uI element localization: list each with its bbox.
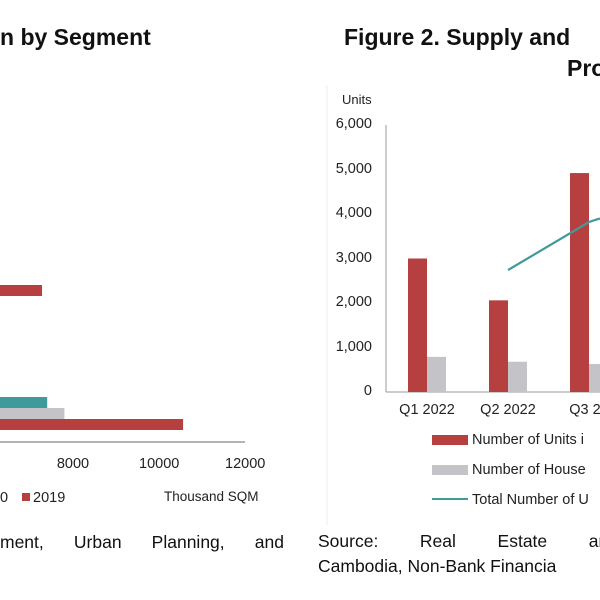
x-tick-label: 12000 <box>225 456 266 472</box>
bar <box>0 285 43 296</box>
bar-houses <box>508 361 527 392</box>
bar-units <box>408 258 427 392</box>
right-legend-units: Number of Units i <box>432 432 584 448</box>
caption-word: Planning, <box>151 532 225 552</box>
y-tick-label: 3,000 <box>335 249 372 266</box>
right-y-axis-label: Units <box>342 92 372 107</box>
source-word: Estate <box>497 531 548 551</box>
bar-houses <box>427 356 446 392</box>
left-legend-item-2019: 2019 <box>22 490 65 506</box>
y-tick-label: 6,000 <box>335 116 372 132</box>
line-total-units <box>507 217 600 272</box>
y-tick-label: 1,000 <box>335 338 372 355</box>
x-category-label: Q1 2022 <box>399 402 455 418</box>
bar <box>0 397 48 408</box>
source-word: Source: <box>318 531 379 551</box>
legend-swatch-2019 <box>22 493 30 501</box>
y-tick-label: 2,000 <box>335 294 372 310</box>
source-word: Real <box>419 531 456 551</box>
x-tick-label: 10000 <box>139 456 180 472</box>
bar-units <box>570 173 589 392</box>
left-figure-title: n by Segment <box>0 24 151 50</box>
legend-swatch-houses <box>432 465 468 475</box>
right-combo-chart <box>385 125 600 393</box>
x-category-label: Q3 20 <box>569 402 600 418</box>
right-figure-title-line2: Pro <box>567 55 600 81</box>
right-source-line1: Source: Real Estate and <box>318 531 600 552</box>
legend-swatch-total <box>432 498 468 500</box>
left-legend-item-0: 0 <box>0 490 9 506</box>
left-bar-chart <box>0 285 245 443</box>
caption-word: Urban <box>73 532 122 552</box>
right-legend-total: Total Number of U <box>432 492 589 508</box>
bar <box>0 408 65 419</box>
right-figure-title-line1: Figure 2. Supply and <box>344 24 571 50</box>
x-tick-label: 8000 <box>56 456 90 472</box>
right-source-line2: Cambodia, Non-Bank Financia <box>318 556 557 576</box>
bar <box>0 419 184 430</box>
legend-swatch-units <box>432 435 468 445</box>
caption-word: and <box>254 532 284 552</box>
y-tick-label: 0 <box>363 383 372 399</box>
left-caption: ment, Urban Planning, and <box>0 532 284 553</box>
y-tick-label: 5,000 <box>335 160 372 177</box>
bar-units <box>489 300 508 392</box>
right-legend-houses: Number of House <box>432 462 586 478</box>
caption-word: ment, <box>0 532 44 552</box>
y-tick-label: 4,000 <box>335 205 372 221</box>
bar-houses <box>589 363 600 392</box>
left-x-axis-label: Thousand SQM <box>164 489 259 504</box>
source-word: and <box>588 531 600 551</box>
x-category-label: Q2 2022 <box>480 402 536 418</box>
